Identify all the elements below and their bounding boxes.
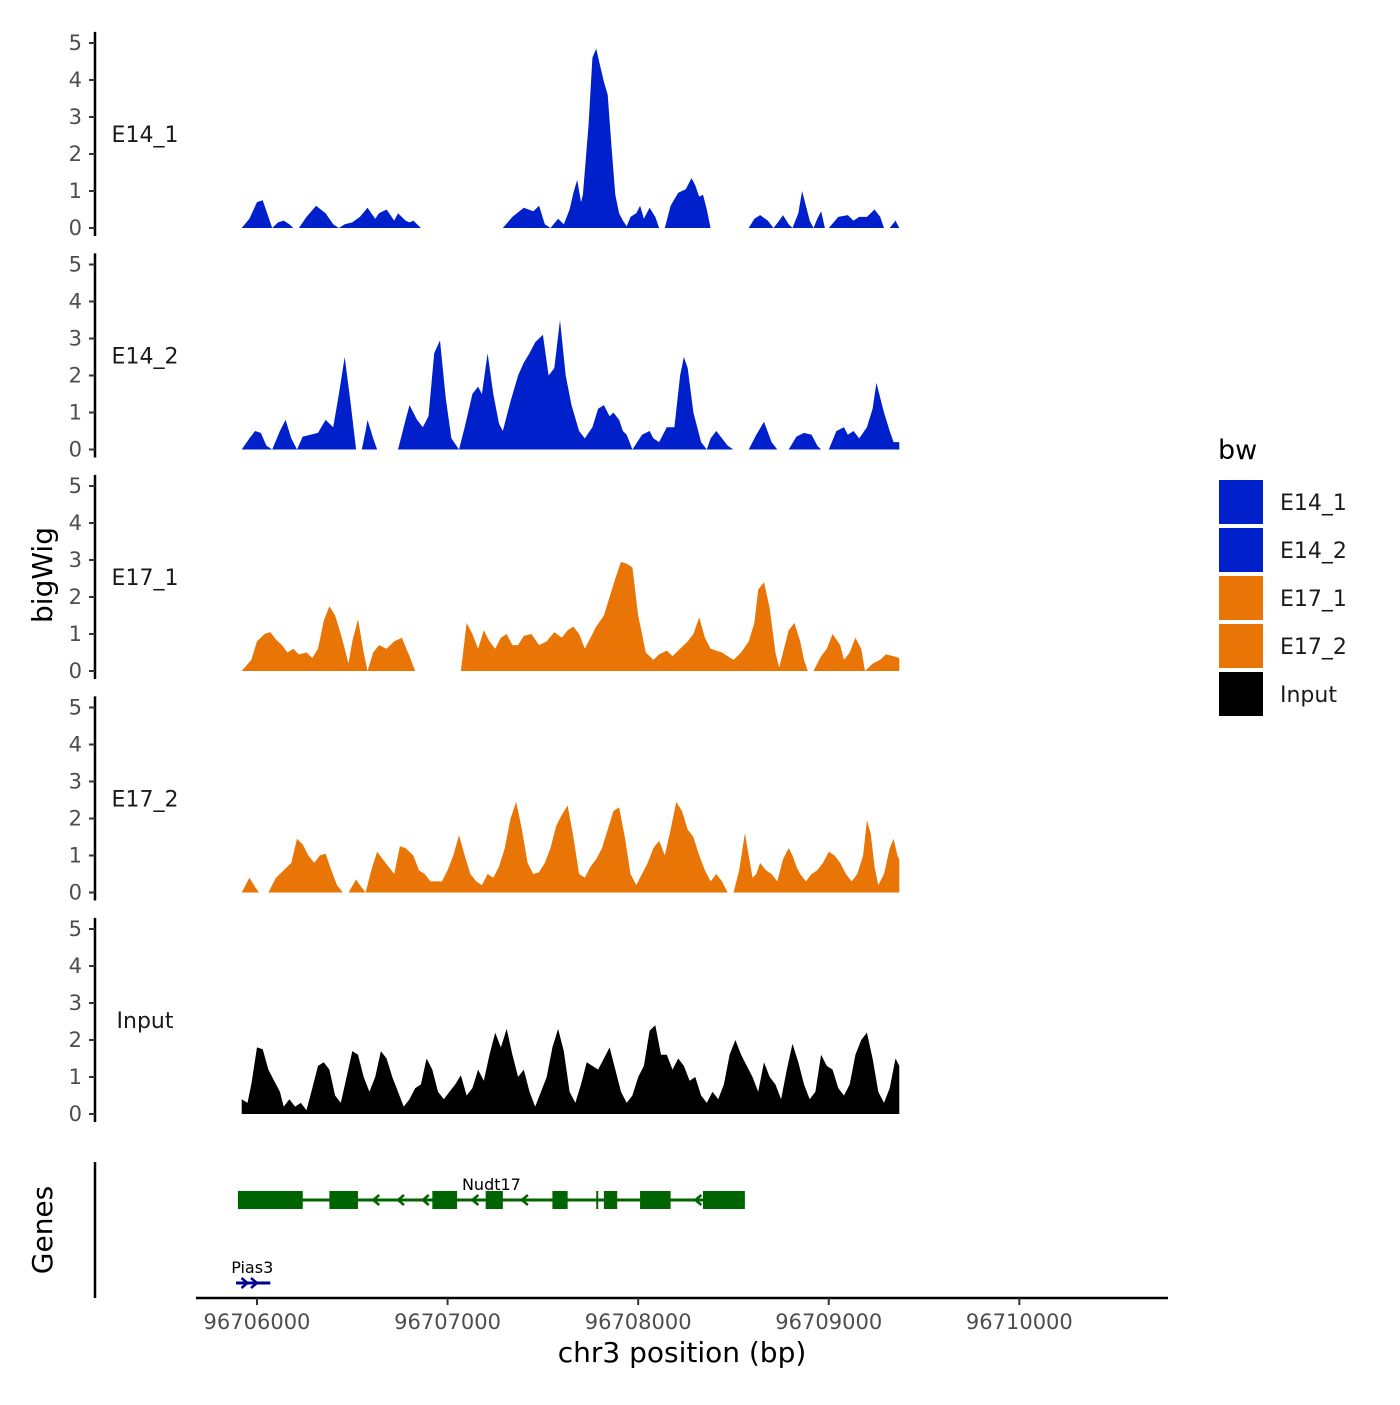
track-label: E14_1 bbox=[112, 123, 179, 148]
legend-item-e14-2: E14_2 bbox=[1219, 528, 1347, 572]
y-tick-label: 5 bbox=[69, 474, 82, 498]
y-tick-label: 4 bbox=[69, 290, 82, 314]
coverage-area bbox=[241, 320, 900, 450]
legend-item-e17-1: E17_1 bbox=[1219, 576, 1347, 620]
gene-pias3: Pias3 bbox=[231, 1258, 273, 1289]
exon-block bbox=[485, 1191, 503, 1209]
exon-block bbox=[603, 1191, 618, 1209]
strand-arrow bbox=[371, 1194, 381, 1206]
y-tick-label: 1 bbox=[69, 1065, 82, 1089]
legend-label: E17_2 bbox=[1280, 635, 1347, 660]
coverage-area bbox=[241, 561, 900, 671]
y-tick-label: 0 bbox=[69, 881, 82, 905]
track-label: E17_2 bbox=[112, 788, 179, 813]
legend-label: E17_1 bbox=[1280, 587, 1347, 612]
strand-arrow bbox=[470, 1194, 480, 1206]
y-tick-label: 4 bbox=[69, 954, 82, 978]
strand-arrow bbox=[693, 1194, 703, 1206]
track-e17-1: 0 1 2 3 4 5 E17_1 bbox=[69, 474, 900, 683]
x-axis: 96706000 96707000 96708000 96709000 96710000 bbox=[196, 1296, 1168, 1334]
track-label: E14_2 bbox=[112, 345, 179, 370]
legend-label: Input bbox=[1280, 683, 1337, 708]
y-tick-label: 1 bbox=[69, 401, 82, 425]
y-tick-label: 0 bbox=[69, 216, 82, 240]
y-tick-label: 2 bbox=[69, 142, 82, 166]
y-tick-label: 0 bbox=[69, 659, 82, 683]
track-e14-1: 0 1 2 3 4 5 E14_1 bbox=[69, 31, 900, 240]
legend-swatch bbox=[1219, 480, 1263, 524]
y-tick-label: 2 bbox=[69, 585, 82, 609]
x-tick-label: 96706000 bbox=[204, 1310, 311, 1334]
strand-arrow bbox=[519, 1194, 529, 1206]
gene-nudt17: Nudt17 bbox=[237, 1175, 745, 1209]
exon-block bbox=[702, 1191, 745, 1209]
y-tick-label: 5 bbox=[69, 253, 82, 277]
legend-title: bw bbox=[1218, 435, 1257, 466]
legend: E14_1 E14_2 E17_1 E17_2 Input bbox=[1219, 480, 1347, 716]
coverage-area bbox=[241, 801, 900, 893]
track-label: Input bbox=[117, 1009, 174, 1034]
exon-block bbox=[432, 1191, 458, 1209]
y-tick-label: 2 bbox=[69, 364, 82, 388]
y-axis-title: bigWig bbox=[26, 527, 59, 623]
y-tick-label: 4 bbox=[69, 511, 82, 535]
gene-name-label: Pias3 bbox=[231, 1258, 273, 1277]
track-label: E17_1 bbox=[112, 566, 179, 591]
y-tick-label: 5 bbox=[69, 696, 82, 720]
y-tick-label: 0 bbox=[69, 438, 82, 462]
y-tick-label: 3 bbox=[69, 327, 82, 351]
gene-name-label: Nudt17 bbox=[462, 1175, 521, 1194]
strand-arrow bbox=[396, 1194, 405, 1206]
x-tick-label: 96708000 bbox=[585, 1310, 692, 1334]
exon-block bbox=[552, 1191, 568, 1209]
y-tick-label: 5 bbox=[69, 917, 82, 941]
y-tick-label: 1 bbox=[69, 844, 82, 868]
y-tick-label: 4 bbox=[69, 733, 82, 757]
y-tick-label: 3 bbox=[69, 991, 82, 1015]
x-tick-label: 96707000 bbox=[394, 1310, 501, 1334]
x-tick-label: 96709000 bbox=[775, 1310, 882, 1334]
y-tick-label: 4 bbox=[69, 68, 82, 92]
legend-item-input: Input bbox=[1219, 672, 1337, 716]
legend-swatch bbox=[1219, 672, 1263, 716]
gene-annotation-track: Nudt17 Pias3 bbox=[93, 1162, 745, 1298]
legend-swatch bbox=[1219, 528, 1263, 572]
track-e17-2: 0 1 2 3 4 5 E17_2 bbox=[69, 696, 900, 905]
coverage-tracks: 0 1 2 3 4 5 E14_1 0 1 2 3 4 5 E14_2 0 1 2 3 4 5 E17_1 0 1 2 3 4 5 E… bbox=[69, 31, 900, 1126]
y-tick-label: 3 bbox=[69, 770, 82, 794]
track-input: 0 1 2 3 4 5 Input bbox=[69, 917, 900, 1126]
legend-label: E14_1 bbox=[1280, 491, 1347, 516]
strand-arrow bbox=[250, 1277, 259, 1289]
y-tick-label: 1 bbox=[69, 179, 82, 203]
genes-axis-title: Genes bbox=[26, 1186, 59, 1274]
strand-arrow bbox=[420, 1194, 430, 1206]
y-tick-label: 2 bbox=[69, 807, 82, 831]
exon-block bbox=[640, 1191, 671, 1209]
exon-block bbox=[596, 1191, 599, 1209]
y-tick-label: 3 bbox=[69, 548, 82, 572]
legend-swatch bbox=[1219, 576, 1263, 620]
legend-item-e17-2: E17_2 bbox=[1219, 624, 1347, 668]
y-tick-label: 1 bbox=[69, 622, 82, 646]
y-tick-label: 3 bbox=[69, 105, 82, 129]
y-tick-label: 2 bbox=[69, 1028, 82, 1052]
y-tick-label: 5 bbox=[69, 31, 82, 55]
coverage-area bbox=[241, 48, 900, 228]
y-tick-label: 0 bbox=[69, 1102, 82, 1126]
x-tick-label: 96710000 bbox=[966, 1310, 1073, 1334]
legend-label: E14_2 bbox=[1280, 539, 1347, 564]
legend-swatch bbox=[1219, 624, 1263, 668]
track-e14-2: 0 1 2 3 4 5 E14_2 bbox=[69, 253, 900, 462]
exon-block bbox=[237, 1191, 303, 1209]
coverage-area bbox=[241, 1025, 900, 1114]
legend-item-e14-1: E14_1 bbox=[1219, 480, 1347, 524]
x-axis-title: chr3 position (bp) bbox=[558, 1336, 807, 1369]
exon-block bbox=[329, 1191, 358, 1209]
strand-arrow bbox=[240, 1277, 250, 1289]
